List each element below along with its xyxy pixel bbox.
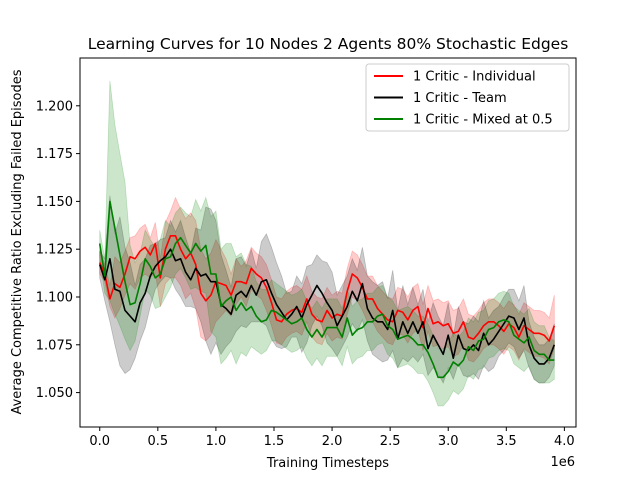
y-tick-label: 1.050 [36, 386, 73, 401]
x-axis-label: Training Timesteps [266, 456, 389, 471]
x-tick-label: 4.0 [554, 434, 575, 449]
y-tick-label: 1.075 [36, 338, 73, 353]
confidence-bands [99, 80, 555, 407]
y-tick-label: 1.200 [36, 99, 73, 114]
x-tick-label: 1.5 [264, 434, 285, 449]
series-0-line [98, 235, 556, 342]
x-axis-offset-label: 1e6 [550, 455, 575, 470]
series-0-band [99, 196, 555, 365]
x-tick-label: 2.0 [322, 434, 343, 449]
series-2-line [98, 200, 555, 379]
x-tick-label: 0.0 [89, 434, 110, 449]
x-tick-label: 1.0 [206, 434, 227, 449]
chart-title: Learning Curves for 10 Nodes 2 Agents 80… [88, 35, 569, 53]
series-1-line [98, 248, 556, 365]
x-tick-label: 3.5 [496, 434, 517, 449]
x-tick-label: 2.5 [380, 434, 401, 449]
series-lines [98, 200, 556, 379]
legend: 1 Critic - Individual 1 Critic - Team 1 Cr… [365, 63, 570, 132]
x-tick-label: 3.0 [438, 434, 459, 449]
y-tick-label: 1.100 [36, 290, 73, 305]
legend-label-2: 1 Critic - Mixed at 0.5 [413, 113, 553, 128]
y-tick-label: 1.150 [36, 195, 73, 210]
legend-label-0: 1 Critic - Individual [413, 70, 536, 85]
legend-label-1: 1 Critic - Team [413, 91, 507, 106]
y-tick-label: 1.125 [36, 243, 73, 258]
plot-area-frame [79, 57, 577, 428]
y-axis-label: Average Competitive Ratio Excluding Fail… [10, 69, 25, 414]
series-2-band [99, 80, 555, 407]
series-1-band [99, 195, 555, 385]
y-tick-label: 1.175 [36, 147, 73, 162]
legend-box [365, 63, 570, 132]
x-axis-ticks: 0.0 0.5 1.0 1.5 2.0 2.5 3.0 3.5 4.0 [89, 427, 575, 449]
x-tick-label: 0.5 [147, 434, 168, 449]
y-axis-ticks: 1.050 1.075 1.100 1.125 1.150 1.175 1.200 [36, 99, 80, 401]
